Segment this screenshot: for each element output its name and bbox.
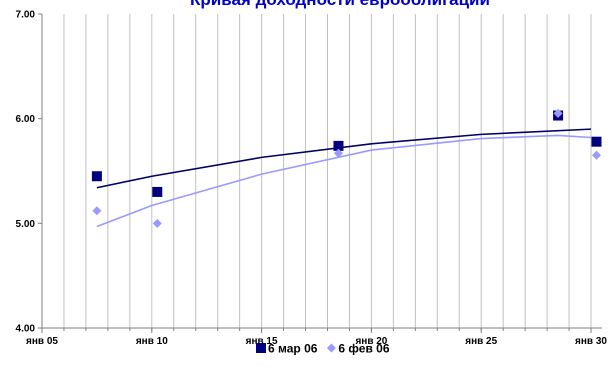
data-point [553,108,563,118]
data-point [91,171,102,182]
y-tick-label: 5.00 [16,219,36,230]
x-tick-label: янв 30 [575,336,607,347]
x-tick-label: янв 15 [246,336,278,347]
data-point [92,206,102,216]
grid [63,14,592,328]
data-point [591,136,602,147]
x-tick-label: янв 20 [355,336,387,347]
x-tick-label: янв 05 [26,336,58,347]
legend-marker [256,343,266,353]
data-point [333,140,344,151]
x-tick-label: янв 25 [465,336,497,347]
legend-marker [326,343,336,353]
chart-title: Кривая доходности еврооблигаций [190,0,490,9]
axes: 4.00 5.00 6.00 7.00 янв 05 янв 10 янв 15 янв 20… [16,10,608,348]
trendline [96,128,592,189]
x-tick-label: янв 10 [136,336,168,347]
legend-label: 6 мар 06 [268,342,318,356]
trendlines [96,128,592,228]
legend: 6 мар 06 6 фев 06 [256,342,390,356]
markers [91,108,602,228]
data-point [152,218,162,228]
data-point [592,150,602,160]
y-tick-label: 6.00 [16,114,36,125]
data-point [333,148,343,158]
legend-label: 6 фев 06 [338,342,389,356]
data-point [152,186,163,197]
y-tick-label: 4.00 [16,324,36,335]
y-tick-label: 7.00 [16,10,36,21]
trendline [96,134,592,228]
